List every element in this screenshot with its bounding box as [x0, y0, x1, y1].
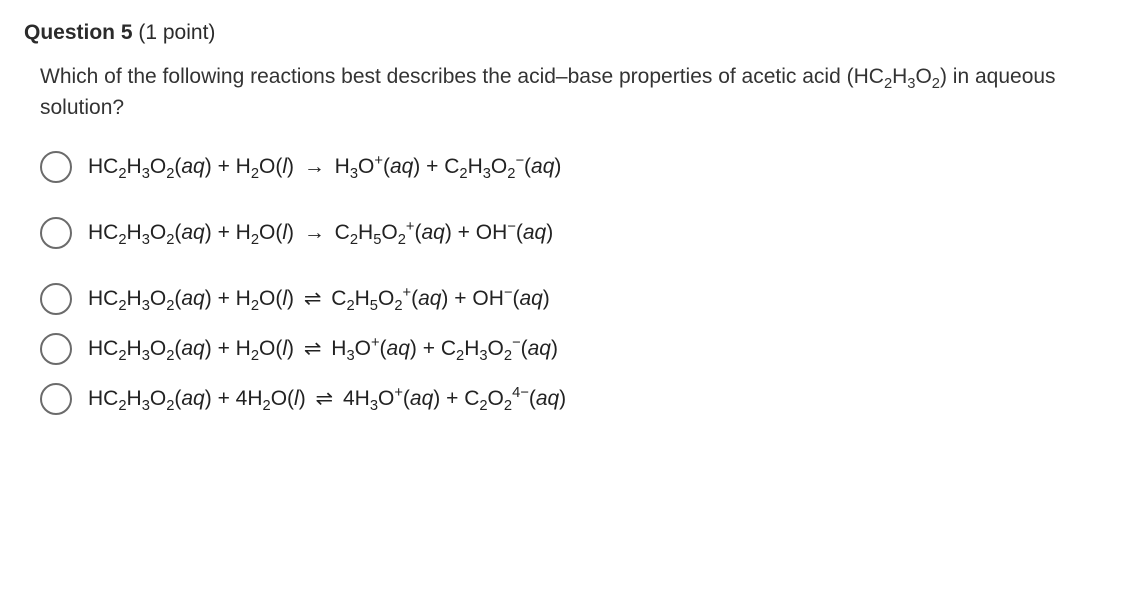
- option-row: HC2H3O2(aq) + H2O(l) ⇌ C2H5O2+(aq) + OH−…: [40, 283, 1114, 315]
- option-formula: HC2H3O2(aq) + H2O(l) ⇌ H3O+(aq) + C2H3O2…: [88, 334, 558, 364]
- radio-option-3[interactable]: [40, 283, 72, 315]
- question-header: Question 5 (1 point): [24, 18, 1114, 48]
- option-row: HC2H3O2(aq) + H2O(l) → H3O+(aq) + C2H3O2…: [40, 151, 1114, 183]
- radio-option-4[interactable]: [40, 333, 72, 365]
- option-row: HC2H3O2(aq) + H2O(l) ⇌ H3O+(aq) + C2H3O2…: [40, 333, 1114, 365]
- option-formula: HC2H3O2(aq) + H2O(l) → H3O+(aq) + C2H3O2…: [88, 152, 561, 182]
- question-sub3: 2: [932, 77, 940, 93]
- options-group: HC2H3O2(aq) + H2O(l) → H3O+(aq) + C2H3O2…: [40, 151, 1114, 415]
- radio-option-5[interactable]: [40, 383, 72, 415]
- option-formula: HC2H3O2(aq) + 4H2O(l) ⇌ 4H3O+(aq) + C2O2…: [88, 384, 566, 414]
- option-formula: HC2H3O2(aq) + H2O(l) ⇌ C2H5O2+(aq) + OH−…: [88, 284, 550, 314]
- radio-option-2[interactable]: [40, 217, 72, 249]
- option-row: HC2H3O2(aq) + H2O(l) → C2H5O2+(aq) + OH−…: [40, 217, 1114, 249]
- question-sub1: 2: [884, 77, 892, 93]
- radio-option-1[interactable]: [40, 151, 72, 183]
- option-formula: HC2H3O2(aq) + H2O(l) → C2H5O2+(aq) + OH−…: [88, 218, 553, 248]
- question-mid2: O: [915, 65, 931, 88]
- question-number: Question 5: [24, 21, 133, 44]
- question-points: (1 point): [133, 21, 216, 44]
- question-text: Which of the following reactions best de…: [40, 62, 1114, 123]
- question-mid1: H: [892, 65, 907, 88]
- option-row: HC2H3O2(aq) + 4H2O(l) ⇌ 4H3O+(aq) + C2O2…: [40, 383, 1114, 415]
- question-prefix: Which of the following reactions best de…: [40, 65, 884, 88]
